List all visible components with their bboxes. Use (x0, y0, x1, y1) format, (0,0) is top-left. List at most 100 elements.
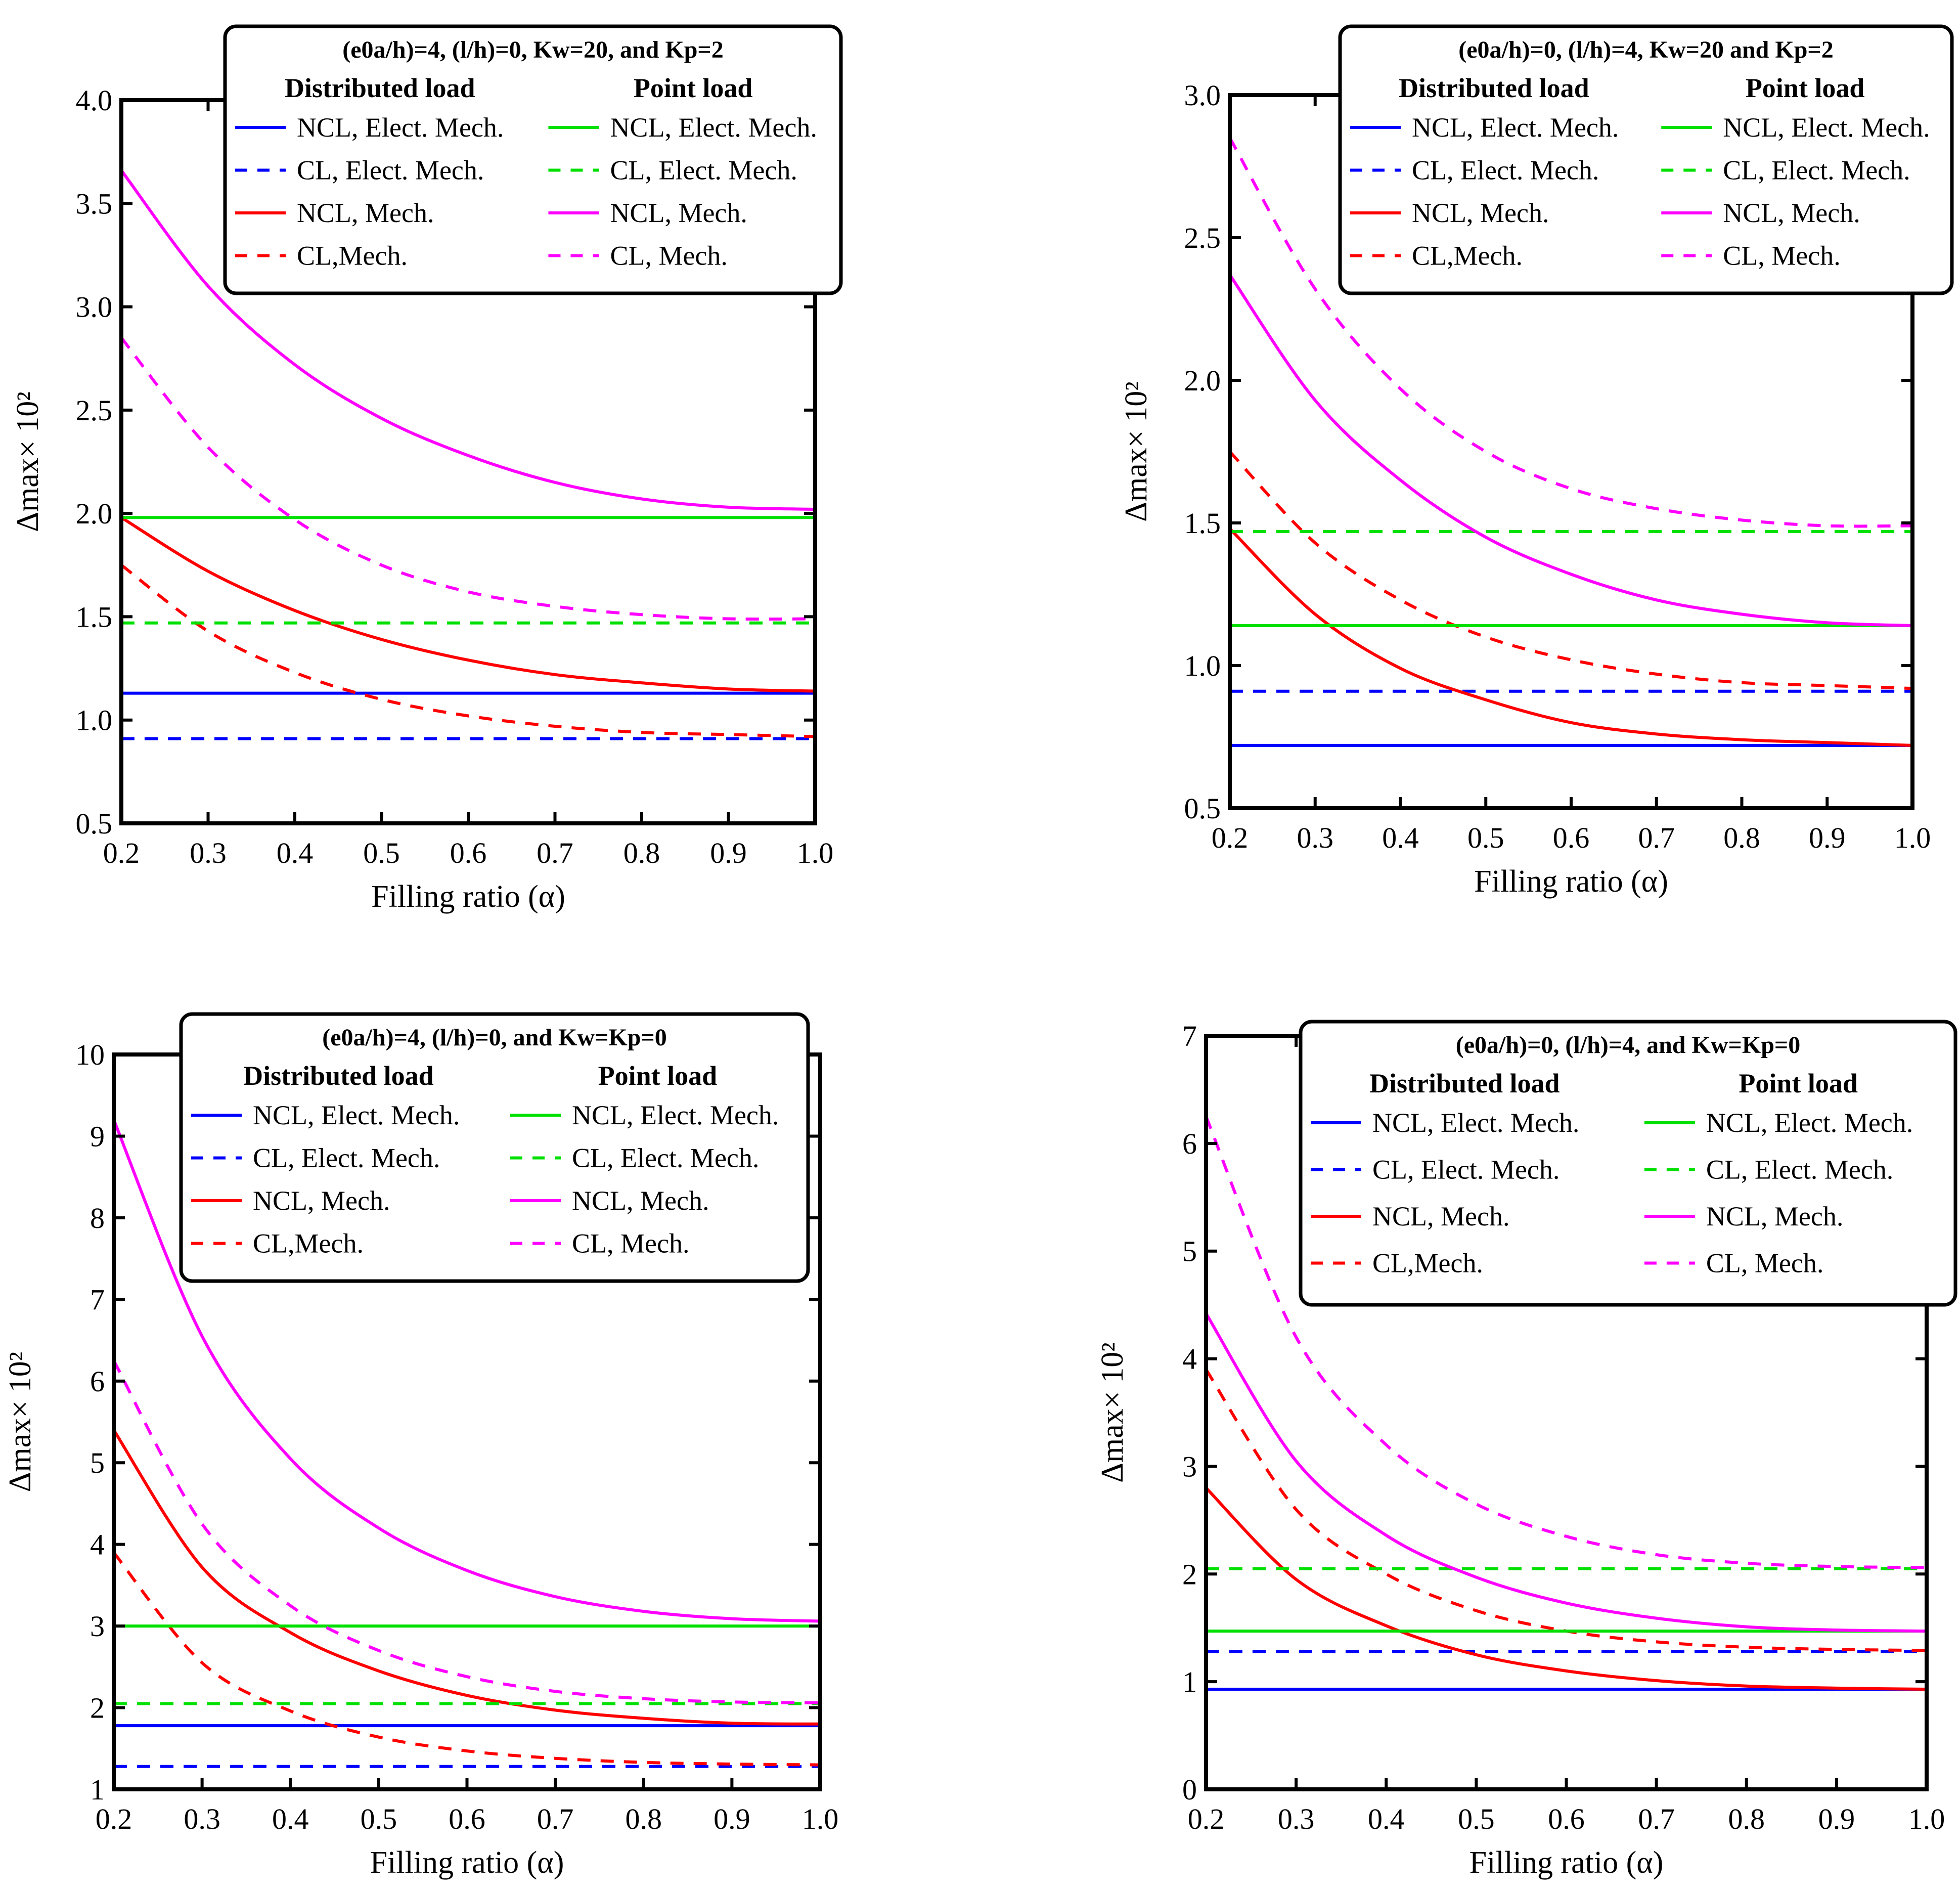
series-line-point-cl-mech (1228, 137, 1913, 528)
x-tick-label: 0.6 (449, 1802, 485, 1835)
legend-entry-label: NCL, Mech. (610, 198, 747, 228)
series-line-point-ncl-mech (1228, 274, 1913, 627)
x-tick-label: 0.2 (96, 1802, 132, 1835)
legend-entry-label: CL,Mech. (1412, 241, 1523, 271)
y-ticks: 0.5 1.0 1.5 2.0 2.5 3.0 3.5 4.0 (76, 84, 815, 840)
legend-entry-label: CL,Mech. (297, 241, 408, 271)
series-line-distributed-cl-mech (120, 563, 816, 738)
legend-entry-label: CL, Elect. Mech. (253, 1143, 440, 1173)
legend-entry-label: NCL, Mech. (1412, 198, 1549, 228)
y-tick-label: 1 (1182, 1665, 1197, 1698)
legend: (e0a/h)=4, (l/h)=0, and Kw=Kp=0 Distribut… (179, 1012, 810, 1283)
series-line-point-ncl-mech (1205, 1312, 1927, 1633)
series-line-distributed-ncl-mech (1228, 527, 1913, 747)
legend-title: (e0a/h)=0, (l/h)=4, and Kw=Kp=0 (1456, 1032, 1800, 1059)
legend-header-point: Point load (1746, 73, 1865, 103)
y-tick-label: 3 (1182, 1450, 1197, 1483)
x-ticks: 0.2 0.3 0.4 0.5 0.6 0.7 0.8 0.9 1.0 (1188, 1036, 1945, 1835)
x-tick-label: 0.5 (361, 1802, 397, 1835)
x-tick-label: 0.5 (363, 837, 400, 869)
x-axis-title: Filling ratio (α) (371, 879, 565, 914)
series-line-point-cl-mech (120, 337, 816, 621)
y-tick-label: 1.5 (76, 600, 113, 633)
y-tick-label: 5 (1182, 1235, 1197, 1268)
y-tick-label: 8 (90, 1202, 105, 1235)
y-tick-label: 4 (1182, 1343, 1197, 1376)
y-tick-label: 0 (1182, 1773, 1197, 1806)
x-tick-label: 0.9 (714, 1802, 750, 1835)
x-tick-label: 0.8 (1728, 1802, 1765, 1835)
x-tick-label: 0.4 (1382, 821, 1419, 854)
legend-title: (e0a/h)=4, (l/h)=0, and Kw=Kp=0 (322, 1024, 666, 1051)
series-line-point-ncl-mech (120, 169, 816, 511)
legend-box (1338, 24, 1954, 295)
y-tick-label: 9 (90, 1120, 105, 1153)
legend-box (179, 1012, 810, 1283)
legend-entry-label: CL, Mech. (610, 241, 727, 271)
y-tick-label: 6 (1182, 1127, 1197, 1160)
series-lines (120, 169, 816, 740)
y-tick-label: 0.5 (76, 807, 113, 840)
x-tick-label: 0.3 (184, 1802, 220, 1835)
y-tick-label: 2 (90, 1692, 105, 1725)
legend-entry-label: NCL, Elect. Mech. (297, 112, 504, 143)
legend-entry-label: NCL, Elect. Mech. (1372, 1108, 1579, 1138)
legend-entry-label: NCL, Mech. (1723, 198, 1860, 228)
x-tick-label: 0.7 (1638, 821, 1675, 854)
legend: (e0a/h)=0, (l/h)=4, and Kw=Kp=0 Distribut… (1299, 1020, 1957, 1307)
x-tick-label: 1.0 (1894, 821, 1931, 854)
legend-entry-label: CL, Elect. Mech. (1723, 155, 1910, 186)
y-tick-label: 7 (90, 1283, 105, 1316)
x-tick-label: 1.0 (1908, 1802, 1945, 1835)
y-tick-label: 2.0 (76, 497, 113, 530)
y-tick-label: 1.0 (76, 704, 113, 737)
y-tick-label: 4 (90, 1528, 105, 1561)
series-lines (1205, 1116, 1927, 1691)
series-line-point-cl-mech (112, 1359, 821, 1704)
x-ticks: 0.2 0.3 0.4 0.5 0.6 0.7 0.8 0.9 1.0 (96, 1054, 838, 1835)
legend-header-distributed: Distributed load (243, 1061, 434, 1091)
y-axis-title: Δmax× 10² (11, 391, 45, 532)
legend-entry-label: NCL, Elect. Mech. (1723, 112, 1930, 143)
x-tick-label: 0.8 (626, 1802, 662, 1835)
x-tick-label: 0.4 (272, 1802, 309, 1835)
x-tick-label: 0.5 (1467, 821, 1504, 854)
series-line-distributed-ncl-mech (120, 516, 816, 693)
x-axis-title: Filling ratio (α) (1469, 1845, 1664, 1880)
x-tick-label: 0.3 (1278, 1802, 1315, 1835)
x-tick-label: 0.3 (1297, 821, 1334, 854)
series-lines (1228, 137, 1913, 747)
y-tick-label: 2.5 (1184, 222, 1221, 254)
legend-entry-label: CL,Mech. (253, 1228, 364, 1259)
series-line-distributed-cl-mech (1228, 450, 1913, 690)
legend-header-distributed: Distributed load (1399, 73, 1589, 103)
x-tick-label: 0.6 (450, 837, 487, 869)
legend-entry-label: NCL, Elect. Mech. (253, 1100, 460, 1130)
legend-entry-label: NCL, Elect. Mech. (610, 112, 817, 143)
series-line-distributed-cl-mech (1205, 1369, 1927, 1652)
x-tick-label: 0.7 (537, 1802, 574, 1835)
legend-box (1299, 1020, 1957, 1307)
y-tick-label: 2.0 (1184, 364, 1221, 397)
x-tick-label: 0.7 (537, 837, 573, 869)
legend-entry-label: NCL, Mech. (572, 1185, 709, 1216)
x-tick-label: 0.9 (1809, 821, 1846, 854)
x-axis-title: Filling ratio (α) (370, 1845, 564, 1880)
series-line-distributed-ncl-mech (112, 1429, 821, 1726)
legend-entry-label: CL, Elect. Mech. (1412, 155, 1599, 186)
series-line-distributed-cl-mech (112, 1551, 821, 1767)
x-tick-label: 0.6 (1548, 1802, 1585, 1835)
legend-entry-label: CL, Mech. (1723, 241, 1840, 271)
legend-entry-label: NCL, Mech. (253, 1185, 390, 1216)
legend-title: (e0a/h)=4, (l/h)=0, Kw=20, and Kp=2 (342, 36, 723, 63)
x-tick-label: 0.5 (1458, 1802, 1495, 1835)
chart-panel-bottom-right: 0.2 0.3 0.4 0.5 0.6 0.7 0.8 0.9 1.0 0 1 2 3 4 5 6 7 Filli… (1095, 1020, 1957, 1880)
y-tick-label: 5 (90, 1446, 105, 1479)
x-axis-title: Filling ratio (α) (1474, 864, 1668, 899)
x-tick-label: 0.2 (103, 837, 140, 869)
x-tick-label: 0.4 (277, 837, 314, 869)
legend-entry-label: NCL, Elect. Mech. (572, 1100, 779, 1130)
x-tick-label: 0.6 (1553, 821, 1590, 854)
legend-entry-label: CL, Mech. (1706, 1248, 1823, 1279)
